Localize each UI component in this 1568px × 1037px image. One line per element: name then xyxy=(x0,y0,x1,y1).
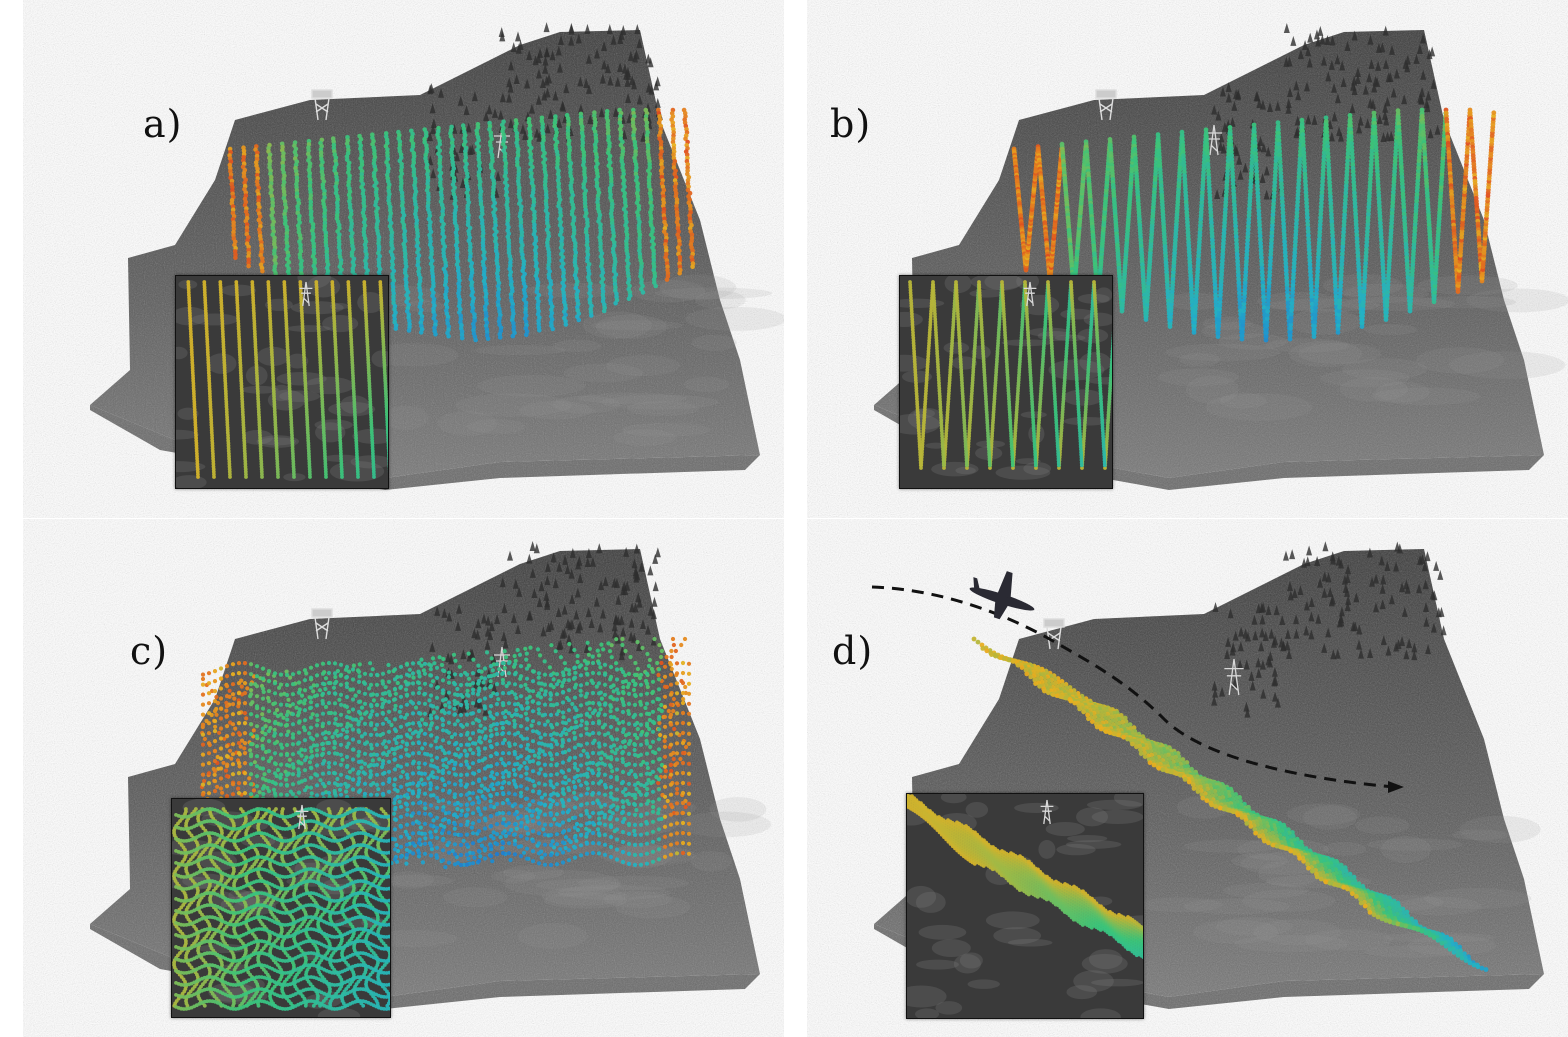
power-pylon-icon xyxy=(1023,281,1037,307)
terrain-render-a xyxy=(90,22,784,490)
panel-c: c) xyxy=(0,519,784,1037)
terrain-render-d xyxy=(871,541,1544,1009)
power-pylon-icon xyxy=(1224,658,1244,696)
point-cloud-parallel xyxy=(227,107,696,343)
zoom-inset-a xyxy=(175,275,389,489)
inset-point-cloud xyxy=(186,280,388,479)
flight-path-arrowhead xyxy=(1388,781,1404,793)
zoom-inset-c xyxy=(171,798,391,1018)
point-cloud-oblique xyxy=(971,636,1489,972)
inset-point-cloud xyxy=(172,807,390,1011)
lookout-tower-icon xyxy=(311,89,333,121)
inset-render-a xyxy=(176,276,388,488)
power-pylon-icon xyxy=(299,281,313,307)
panel-label-a: a) xyxy=(143,102,183,146)
lookout-tower-icon xyxy=(1095,89,1117,121)
flight-path xyxy=(871,585,1395,789)
inset-point-cloud xyxy=(908,280,1112,470)
terrain-render-c xyxy=(90,541,772,1009)
power-pylon-icon xyxy=(295,804,309,830)
base-plate xyxy=(874,924,1544,1009)
point-cloud-crosshatch xyxy=(199,636,692,870)
panel-label-b: b) xyxy=(830,102,872,146)
point-cloud-zigzag xyxy=(1011,107,1497,343)
inset-render-d xyxy=(907,794,1143,1018)
inset-render-b xyxy=(900,276,1112,488)
base-plate xyxy=(874,405,1544,490)
base-plate xyxy=(90,405,760,490)
inset-render-c xyxy=(172,799,390,1017)
panel-label-c: c) xyxy=(130,629,169,673)
panel-b: b) xyxy=(784,0,1568,518)
lookout-tower-icon xyxy=(311,608,333,640)
panel-a: a) xyxy=(0,0,784,518)
zoom-inset-b xyxy=(899,275,1113,489)
base-plate xyxy=(90,924,760,1009)
airplane-icon xyxy=(969,571,1035,620)
zoom-inset-d xyxy=(906,793,1144,1019)
panel-d: d) xyxy=(784,519,1568,1037)
inset-point-cloud xyxy=(907,794,1143,960)
panel-label-d: d) xyxy=(832,629,874,673)
power-pylon-icon xyxy=(1206,124,1222,156)
power-pylon-icon xyxy=(1040,799,1054,825)
